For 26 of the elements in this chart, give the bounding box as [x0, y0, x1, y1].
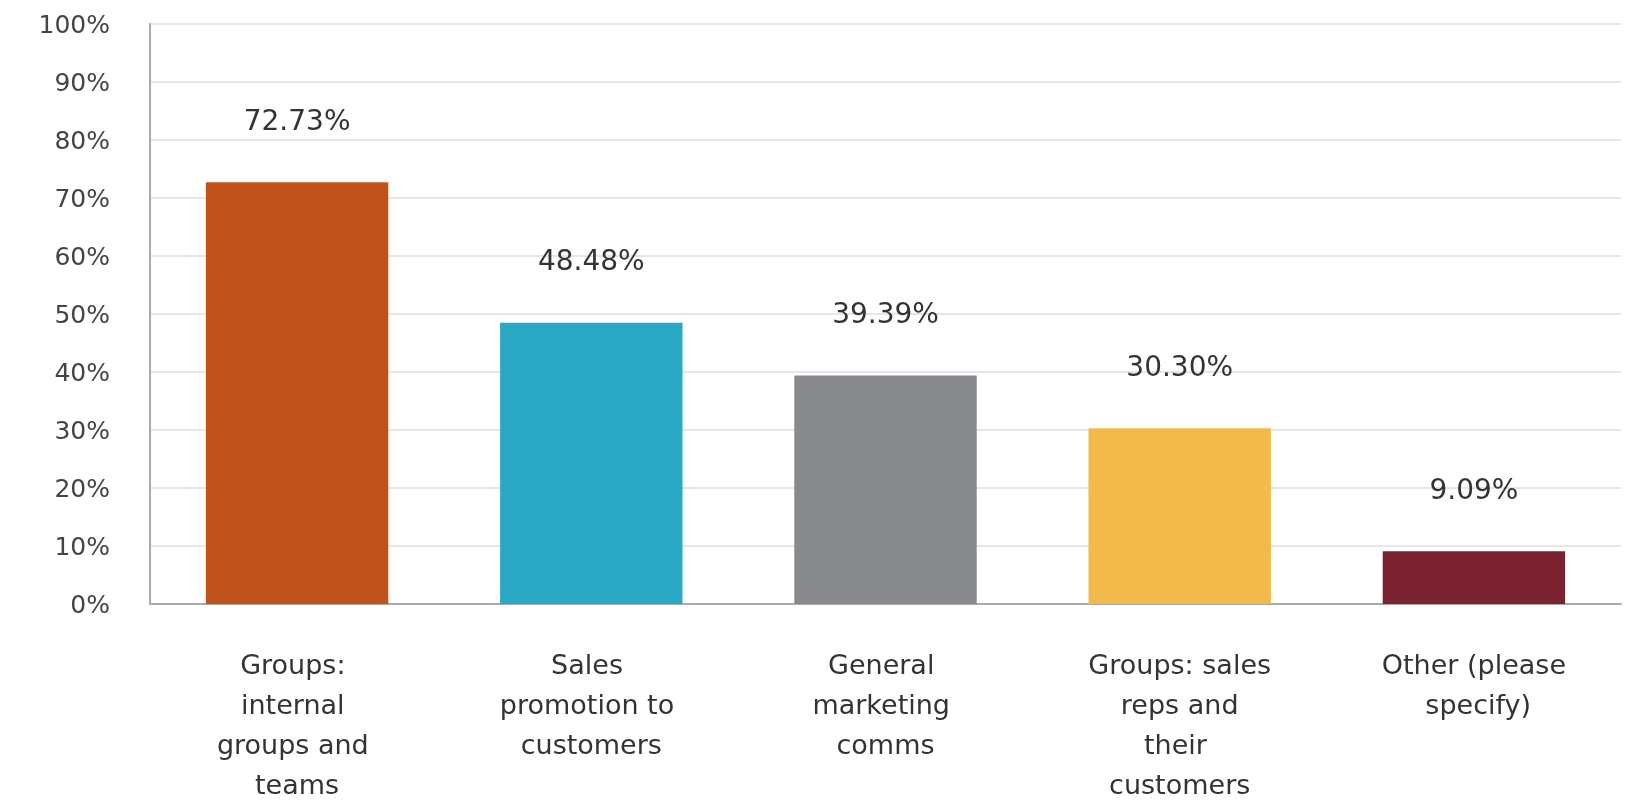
x-tick-label: Groups: sales reps and their customers [1088, 648, 1272, 800]
y-tick-label: 40% [54, 357, 110, 387]
x-tick-label: General marketing comms [812, 648, 959, 760]
y-tick-label: 70% [54, 183, 110, 213]
x-tick-label: Sales promotion to customers [499, 648, 683, 760]
y-tick-label: 10% [54, 531, 110, 561]
data-label: 48.48% [537, 244, 645, 278]
y-tick-label: 80% [54, 125, 110, 155]
data-label: 72.73% [243, 103, 351, 137]
y-tick-label: 0% [70, 589, 110, 619]
data-label: 39.39% [832, 297, 939, 331]
bar [205, 182, 389, 604]
y-tick-label: 90% [54, 67, 110, 97]
x-tick-label: Other (please specify) [1381, 648, 1567, 720]
bar [1088, 428, 1271, 604]
y-tick-label: 20% [54, 473, 110, 503]
data-label: 30.30% [1126, 349, 1234, 383]
y-tick-label: 30% [54, 415, 110, 445]
bar [1382, 551, 1566, 604]
bar [794, 375, 977, 604]
y-tick-label: 60% [54, 241, 110, 271]
y-tick-label: 50% [54, 299, 110, 329]
y-tick-label: 100% [38, 9, 110, 39]
data-label: 9.09% [1429, 472, 1519, 506]
x-tick-label: Groups: internal groups and teams [216, 648, 378, 800]
bar [500, 322, 683, 604]
